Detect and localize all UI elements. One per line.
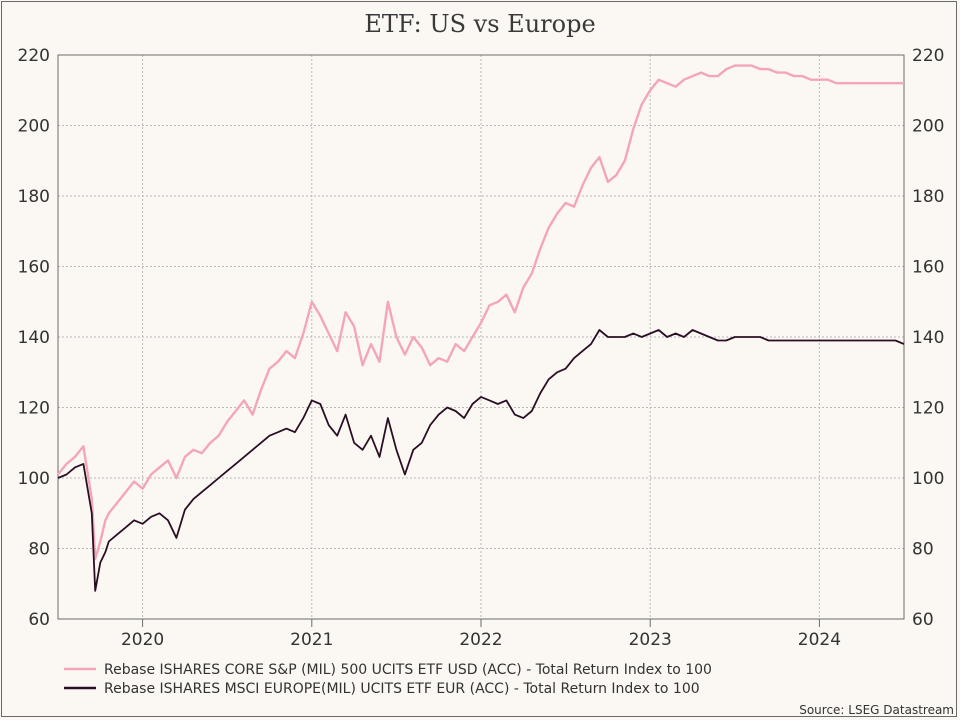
chart-title: ETF: US vs Europe bbox=[364, 10, 595, 38]
y-tick-left-80: 80 bbox=[28, 540, 50, 560]
series-line-0 bbox=[57, 64, 904, 561]
source-note: Source: LSEG Datastream bbox=[799, 703, 954, 717]
y-axis-right: 60 80 100 120 140 160 180 200 220 bbox=[912, 46, 944, 630]
legend-label-sp500: Rebase ISHARES CORE S&P (MIL) 500 UCITS … bbox=[104, 662, 712, 678]
y-tick-right-220: 220 bbox=[912, 46, 944, 66]
series-layer bbox=[57, 64, 905, 592]
legend-label-europe: Rebase ISHARES MSCI EUROPE(MIL) UCITS ET… bbox=[104, 681, 700, 697]
y-tick-left-140: 140 bbox=[18, 328, 50, 348]
y-tick-left-160: 160 bbox=[18, 258, 50, 278]
y-tick-left-60: 60 bbox=[28, 610, 50, 630]
y-tick-left-120: 120 bbox=[18, 399, 50, 419]
x-tick-label-2023: 2023 bbox=[629, 630, 672, 650]
y-tick-left-100: 100 bbox=[18, 469, 50, 489]
y-tick-right-100: 100 bbox=[912, 469, 944, 489]
x-tick-label-2022: 2022 bbox=[459, 630, 502, 650]
legend: Rebase ISHARES CORE S&P (MIL) 500 UCITS … bbox=[64, 662, 712, 697]
y-tick-left-200: 200 bbox=[18, 117, 50, 137]
x-tick-label-2021: 2021 bbox=[290, 630, 333, 650]
x-tick-label-2024: 2024 bbox=[798, 630, 841, 650]
x-axis: 2020 2021 2022 2023 2024 bbox=[121, 619, 841, 650]
grid-layer bbox=[58, 55, 904, 619]
y-axis-left: 60 80 100 120 140 160 180 200 220 bbox=[18, 46, 50, 630]
y-tick-right-80: 80 bbox=[912, 540, 934, 560]
y-tick-right-160: 160 bbox=[912, 258, 944, 278]
x-tick-label-2020: 2020 bbox=[121, 630, 164, 650]
y-tick-right-180: 180 bbox=[912, 187, 944, 207]
series-line-1 bbox=[57, 329, 905, 592]
y-tick-right-140: 140 bbox=[912, 328, 944, 348]
y-tick-left-220: 220 bbox=[18, 46, 50, 66]
y-tick-right-120: 120 bbox=[912, 399, 944, 419]
y-tick-right-200: 200 bbox=[912, 117, 944, 137]
y-tick-right-60: 60 bbox=[912, 610, 934, 630]
y-tick-left-180: 180 bbox=[18, 187, 50, 207]
